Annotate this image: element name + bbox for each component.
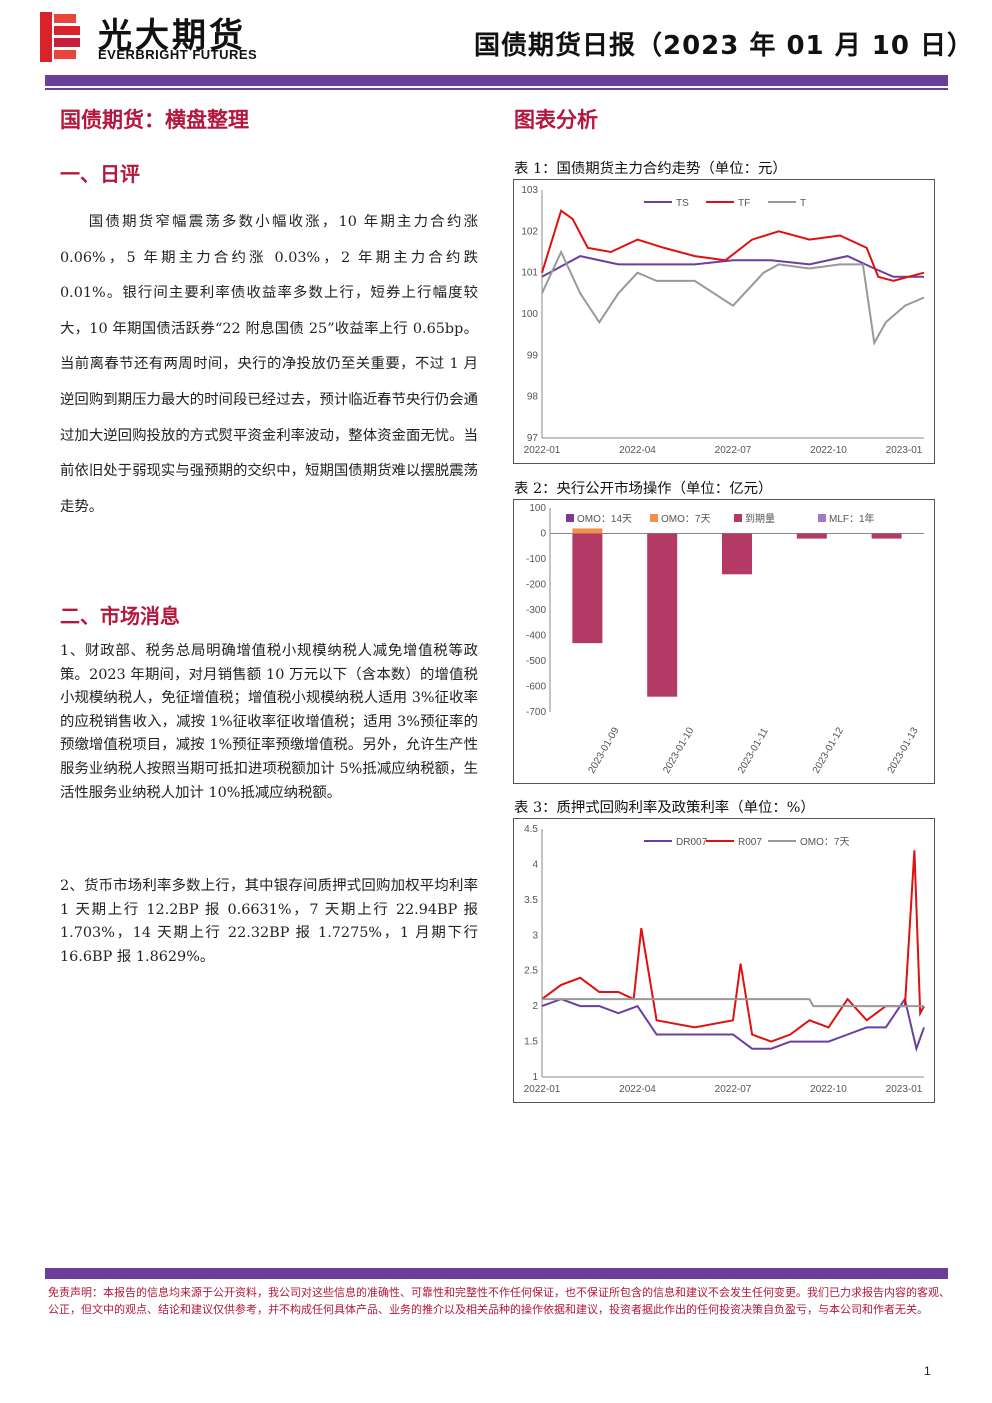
chart2-legend-label-0: OMO：14天 [577,514,632,525]
bond-futures-chart: 97 98 99 100 101 102 103 2022-01 2022-04 2022-07 2… [521,185,925,456]
chart2-bar-2-3 [796,533,827,539]
chart1-xtick-label-0: 2022-01 [524,445,561,456]
everbright-logo-icon [40,12,80,62]
chart2-ytick-label-6: -500 [526,656,546,667]
chart3-xtick-label-0: 2022-01 [524,1084,561,1095]
chart3-ytick-label-4: 3 [532,930,538,941]
chart3-legend-label-2: OMO：7天 [800,837,849,848]
chart1-xtick-label-2: 2022-07 [715,445,752,456]
chart2-category-label-3: 2023-01-12 [811,725,846,775]
chart3-xtick-label-3: 2022-10 [810,1084,847,1095]
logo-chinese-name: 光大期货 [98,16,246,56]
chart2-category-label-4: 2023-01-13 [886,725,921,775]
chart2-legend-label-3: MLF：1年 [829,512,875,525]
chart1-series-line-0 [541,255,924,278]
chart3-series-line-0 [541,996,925,1053]
chart2-category-label-2: 2023-01-11 [736,726,771,776]
chart1-series-line-1 [541,209,925,282]
chart2-ytick-label-0: 100 [529,503,546,514]
page-number: 1 [924,1364,931,1378]
header-divider-line [45,88,948,90]
chart3-xtick-label-4: 2023-01 [886,1084,923,1095]
chart2-ytick-label-1: 0 [540,529,546,540]
report-title: 国债期货日报（2023 年 01 月 10 日） [474,31,974,61]
chart1-ytick-label-6: 103 [521,185,538,196]
logo-english-name: EVERBRIGHT FUTURES [98,47,258,62]
market-news-item-1: 1、财政部、税务总局明确增值税小规模纳税人减免增值税等政策。2023 年期间，对… [60,643,478,801]
chart3-ytick-label-7: 4.5 [524,824,538,835]
chart2-ytick-label-5: -400 [526,631,546,642]
chart2-ytick-label-4: -300 [526,605,546,616]
chart2-category-label-0: 2023-01-09 [586,725,621,775]
chart1-ytick-label-5: 102 [521,226,538,237]
chart1-ytick-label-0: 97 [527,433,539,444]
chart2-ytick-label-3: -200 [526,580,546,591]
chart3-series-line-2 [542,998,924,1008]
main-title: 国债期货：横盘整理 [60,108,249,132]
chart1-xtick-label-1: 2022-04 [619,445,656,456]
chart3-ytick-label-6: 4 [532,859,538,870]
chart2-legend-swatch-3 [818,514,826,522]
chart3-ytick-label-0: 1 [532,1072,538,1083]
chart2-legend-swatch-0 [566,514,574,522]
chart2-ytick-label-2: -100 [526,554,546,565]
chart2-ytick-label-7: -600 [526,682,546,693]
chart1-xtick-label-4: 2023-01 [886,445,923,456]
chart2-bar-1-0 [572,528,603,534]
chart3-xtick-label-1: 2022-04 [619,1084,656,1095]
chart1-container: 97 98 99 100 101 102 103 2022-01 2022-04 2022-07 2… [513,179,935,464]
chart3-container: 1 1.5 2 2.5 3 3.5 4 4.5 2022-01 2022-04 2022-07 202… [513,818,935,1103]
chart2-legend-swatch-2 [734,514,742,522]
chart3-series-line-1 [541,850,925,1043]
chart2-bar-2-0 [572,533,603,644]
chart1-ytick-label-3: 100 [521,309,538,320]
chart1-ytick-label-1: 98 [527,392,539,403]
chart3-ytick-label-2: 2 [532,1001,538,1012]
repo-rate-chart: 1 1.5 2 2.5 3 3.5 4 4.5 2022-01 2022-04 2022-07 202… [524,824,925,1095]
section-market-news-title: 二、市场消息 [60,604,180,628]
footer-divider-bar [45,1268,948,1279]
chart1-xtick-label-3: 2022-10 [810,445,847,456]
chart3-caption: 表 3：质押式回购利率及政策利率（单位：%） [514,800,815,816]
chart1-ytick-label-4: 101 [521,268,538,279]
chart1-ytick-label-2: 99 [527,350,539,361]
chart-analysis-title: 图表分析 [514,108,598,132]
chart2-category-label-1: 2023-01-10 [661,725,696,775]
chart2-bar-2-1 [647,533,678,697]
chart2-bar-2-4 [871,533,902,539]
chart3-ytick-label-3: 2.5 [524,966,538,977]
daily-comment-paragraph: 国债期货窄幅震荡多数小幅收涨，10 年期主力合约涨 0.06%，5 年期主力合约… [60,214,478,515]
header-divider-bar [45,75,948,86]
open-market-operations-chart: 100 0 -100 -200 -300 -400 -500 -600 -700 2023-01-… [526,503,924,776]
chart1-legend-label-2: T [800,198,806,209]
chart3-ytick-label-5: 3.5 [524,895,538,906]
disclaimer: 免责声明：本报告的信息均来源于公开资料，我公司对这些信息的准确性、可靠性和完整性… [48,1286,950,1316]
chart3-legend-label-0: DR007 [676,837,708,848]
chart3-xtick-label-2: 2022-07 [715,1084,752,1095]
chart3-legend-label-1: R007 [738,837,762,848]
chart1-legend-label-0: TS [676,198,689,209]
market-news-item-2: 2、货币市场利率多数上行，其中银存间质押式回购加权平均利率 1 天期上行 12.… [60,878,478,965]
chart2-legend-swatch-1 [650,514,658,522]
chart1-legend-label-1: TF [738,198,750,209]
chart1-caption: 表 1：国债期货主力合约走势（单位：元） [514,161,787,177]
chart3-ytick-label-1: 1.5 [524,1037,538,1048]
chart2-bar-2-2 [722,533,752,575]
chart2-caption: 表 2：央行公开市场操作（单位：亿元） [514,481,773,497]
chart2-legend-label-1: OMO：7天 [661,514,710,525]
section-daily-comment-title: 一、日评 [60,162,140,186]
chart2-ytick-label-8: -700 [526,707,546,718]
chart2-legend-label-2: 到期量 [745,513,775,525]
chart1-series-line-2 [541,249,925,346]
chart2-container: 100 0 -100 -200 -300 -400 -500 -600 -700 2023-01-… [513,499,935,784]
